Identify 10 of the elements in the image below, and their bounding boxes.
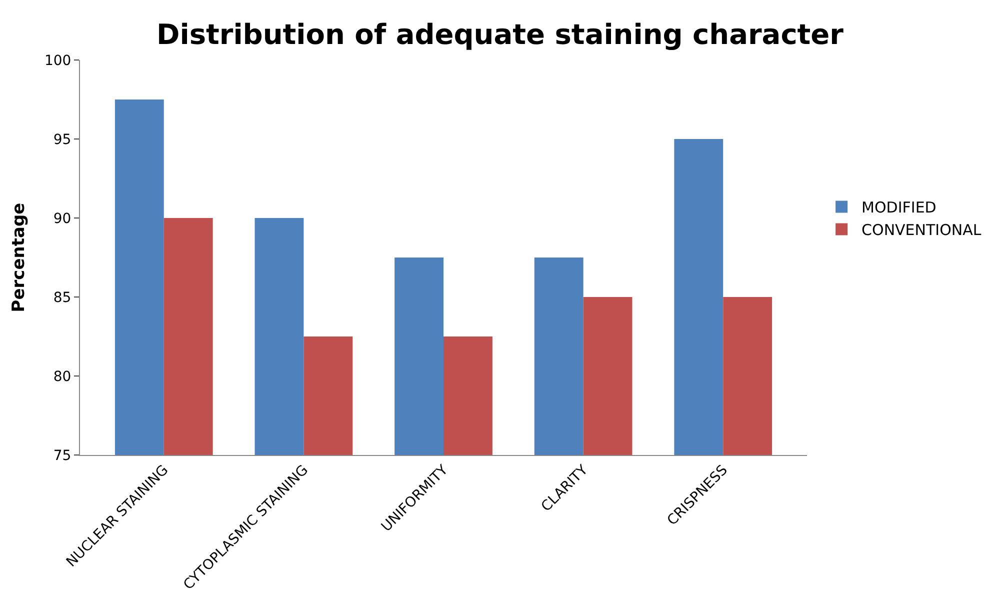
y-axis-title: Percentage: [9, 202, 30, 312]
y-tick-label: 85: [53, 290, 72, 306]
y-tick-label: 80: [53, 368, 72, 385]
y-tick-label: 95: [53, 132, 72, 148]
chart-title: Distribution of adequate staining character: [156, 18, 844, 51]
y-tick-label: 75: [53, 448, 72, 464]
legend-label: MODIFIED: [862, 198, 936, 217]
legend-label: CONVENTIONAL: [862, 221, 982, 240]
y-tick-label: 100: [44, 52, 72, 69]
y-tick-label: 90: [53, 210, 72, 227]
